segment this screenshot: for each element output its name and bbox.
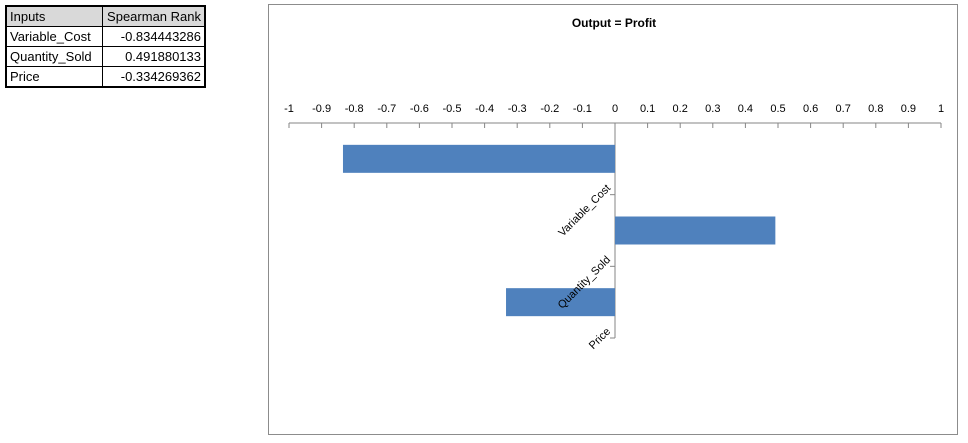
x-tick-label: -1 — [284, 103, 294, 115]
x-tick-label: 0 — [612, 103, 618, 115]
header-spearman-rank[interactable]: Spearman Rank — [102, 5, 206, 27]
x-tick-label: 0.6 — [803, 103, 818, 115]
x-tick-label: -0.5 — [443, 103, 462, 115]
table-header-row: Inputs Spearman Rank — [5, 5, 206, 27]
x-tick-label: -0.1 — [573, 103, 592, 115]
spearman-value-cell[interactable]: 0.491880133 — [102, 46, 206, 67]
x-tick-label: 0.5 — [770, 103, 785, 115]
table-row: Price -0.334269362 — [5, 66, 206, 88]
x-tick-label: -0.6 — [410, 103, 429, 115]
x-tick-label: -0.9 — [312, 103, 331, 115]
chart-title: Output = Profit — [572, 16, 656, 30]
input-name-cell[interactable]: Variable_Cost — [5, 26, 103, 47]
tornado-chart: Output = Profit -1 -0.9 -0.8 -0.7 -0.6 -0.5 -0… — [284, 16, 944, 352]
x-tick-label: -0.4 — [475, 103, 494, 115]
x-tick-label: 0.7 — [836, 103, 851, 115]
x-tick-label: -0.2 — [540, 103, 559, 115]
bar-price[interactable] — [506, 288, 615, 317]
x-tick-label: -0.3 — [508, 103, 527, 115]
x-tick-label: 0.4 — [738, 103, 753, 115]
x-tick-label: -0.7 — [377, 103, 396, 115]
spearman-rank-table: Inputs Spearman Rank Variable_Cost -0.83… — [5, 5, 206, 88]
x-tick-label: 0.8 — [868, 103, 883, 115]
bars — [342, 144, 776, 317]
x-tick-label: 0.2 — [673, 103, 688, 115]
bar-quantity-sold[interactable] — [615, 216, 776, 245]
x-tick-label: -0.8 — [345, 103, 364, 115]
x-tick-label: 0.3 — [705, 103, 720, 115]
input-name-cell[interactable]: Quantity_Sold — [5, 46, 103, 67]
x-tick-label: 1 — [938, 103, 944, 115]
x-axis: -1 -0.9 -0.8 -0.7 -0.6 -0.5 -0.4 -0.3 -0.2 -0.1 0 0… — [284, 103, 944, 339]
bar-variable-cost[interactable] — [342, 144, 615, 173]
input-name-cell[interactable]: Price — [5, 66, 103, 88]
x-tick-label: 0.1 — [640, 103, 655, 115]
tornado-chart-area[interactable]: Output = Profit -1 -0.9 -0.8 -0.7 -0.6 -0.5 -0… — [268, 4, 958, 435]
category-label: Variable_Cost — [556, 182, 613, 239]
header-inputs[interactable]: Inputs — [5, 5, 103, 27]
category-label: Price — [587, 326, 613, 352]
table-row: Variable_Cost -0.834443286 — [5, 26, 206, 47]
table-row: Quantity_Sold 0.491880133 — [5, 46, 206, 67]
x-tick-label: 0.9 — [901, 103, 916, 115]
spearman-value-cell[interactable]: -0.334269362 — [102, 66, 206, 88]
spearman-value-cell[interactable]: -0.834443286 — [102, 26, 206, 47]
